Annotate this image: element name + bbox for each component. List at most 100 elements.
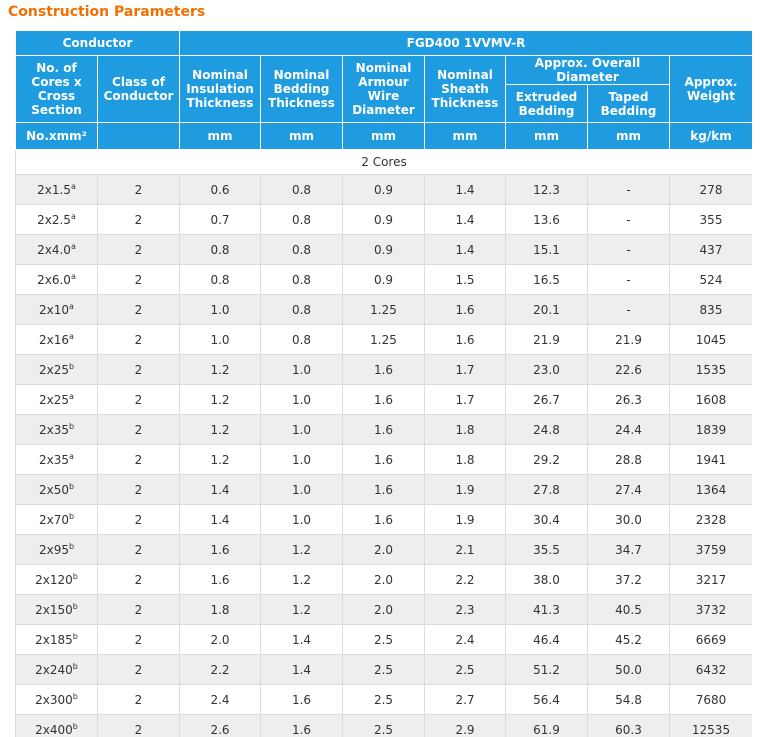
cell: 2 <box>97 564 180 595</box>
cell: 2.4 <box>424 624 506 655</box>
cell: 13.6 <box>505 204 588 235</box>
data-row: 2x1.5a 2 0.6 0.8 0.9 1.4 12.3-278 <box>15 174 752 205</box>
unit: No.xmm² <box>15 122 98 150</box>
cross-section: 2x70 <box>38 513 69 527</box>
cell: - <box>587 264 670 295</box>
cell: 2.7 <box>424 684 506 715</box>
cell: 50.0 <box>587 654 670 685</box>
cell: 0.8 <box>260 324 343 355</box>
cell: 3217 <box>669 564 752 595</box>
data-row: 2x95b 2 1.6 1.2 2.0 2.1 35.5 34.7 3759 <box>15 534 752 565</box>
data-row: 2x35a 2 1.2 1.0 1.6 1.8 29.2 28.8 1941 <box>15 444 752 475</box>
cell: - <box>587 174 670 205</box>
note-mark: a <box>69 302 74 311</box>
cell: 1.2 <box>179 414 261 445</box>
unit-empty <box>97 122 180 150</box>
cell: 0.9 <box>342 264 425 295</box>
cell: 1.6 <box>260 714 343 737</box>
unit: kg/km <box>669 122 752 150</box>
sub-header: Extruded Bedding <box>505 84 588 123</box>
cell: 2.1 <box>424 534 506 565</box>
cell: 1.6 <box>179 534 261 565</box>
note-mark: a <box>69 392 74 401</box>
cell: 2 <box>97 534 180 565</box>
cell: 278 <box>669 174 752 205</box>
note-mark: b <box>72 632 78 641</box>
cell: 1.6 <box>424 324 506 355</box>
cell: 2 <box>97 414 180 445</box>
cell: 6432 <box>669 654 752 685</box>
note-mark: a <box>70 242 76 251</box>
cell: 1.4 <box>424 174 506 205</box>
cell: 1.6 <box>179 564 261 595</box>
cell: 41.3 <box>505 594 588 625</box>
cross-section: 2x120 <box>35 573 73 587</box>
unit: mm <box>505 122 588 150</box>
cell: 2x1.5a <box>15 174 98 205</box>
cell: 26.7 <box>505 384 588 415</box>
note-mark: a <box>70 212 76 221</box>
cell: 34.7 <box>587 534 670 565</box>
cell: 2 <box>97 654 180 685</box>
cell: 437 <box>669 234 752 265</box>
data-row: 2x16a 2 1.0 0.8 1.25 1.6 21.9 21.9 1045 <box>15 324 752 355</box>
cross-section: 2x6.0 <box>37 273 71 287</box>
cell: 3732 <box>669 594 752 625</box>
cell: 45.2 <box>587 624 670 655</box>
cell: 0.8 <box>260 294 343 325</box>
cell: 2 <box>97 684 180 715</box>
cell: 20.1 <box>505 294 588 325</box>
cell: 1364 <box>669 474 752 505</box>
cell: 1.6 <box>424 294 506 325</box>
data-row: 2x120b 2 1.6 1.2 2.0 2.2 38.0 37.2 3217 <box>15 564 752 595</box>
cell: 2x6.0a <box>15 264 98 295</box>
cell: 1.0 <box>179 324 261 355</box>
table-wrap: Conductor FGD400 1VVMV-R No. of Cores x … <box>15 30 752 737</box>
cell: 1.7 <box>424 384 506 415</box>
data-row: 2x50b 2 1.4 1.0 1.6 1.9 27.8 27.4 1364 <box>15 474 752 505</box>
cell: 1941 <box>669 444 752 475</box>
note-mark: a <box>70 272 76 281</box>
column-header: Nominal Insulation Thickness <box>179 55 261 123</box>
cell: 28.8 <box>587 444 670 475</box>
cell: 2.3 <box>424 594 506 625</box>
cell: 355 <box>669 204 752 235</box>
cell: 0.8 <box>260 234 343 265</box>
cell: 2 <box>97 294 180 325</box>
cell: 2.5 <box>342 684 425 715</box>
cell: 1.4 <box>260 654 343 685</box>
cell: 1.6 <box>342 354 425 385</box>
cell: 24.4 <box>587 414 670 445</box>
cell: 2 <box>97 714 180 737</box>
cell: 0.8 <box>260 204 343 235</box>
data-row: 2x4.0a 2 0.8 0.8 0.9 1.4 15.1-437 <box>15 234 752 265</box>
cell: 2x35b <box>15 414 98 445</box>
cell: 1.0 <box>260 354 343 385</box>
cell: 2.0 <box>342 564 425 595</box>
cell: 30.0 <box>587 504 670 535</box>
table-body: 2 Cores 2x1.5a 2 0.6 0.8 0.9 1.4 12.3-278 2x2.5… <box>15 149 752 737</box>
cell: 2 <box>97 504 180 535</box>
cell: 2x25a <box>15 384 98 415</box>
cross-section: 2x300 <box>35 693 73 707</box>
column-header: Class of Conductor <box>97 55 180 123</box>
unit: mm <box>424 122 506 150</box>
cross-section: 2x16 <box>39 333 70 347</box>
cell: 2 <box>97 444 180 475</box>
cell: 2.5 <box>342 654 425 685</box>
note-mark: b <box>72 662 78 671</box>
group-header: Conductor <box>15 30 180 56</box>
cell: 2x185b <box>15 624 98 655</box>
cell: 0.8 <box>260 174 343 205</box>
cell: 1.4 <box>260 624 343 655</box>
cell: 2 <box>97 354 180 385</box>
cell: 2x240b <box>15 654 98 685</box>
cross-section: 2x240 <box>35 663 73 677</box>
cell: 2.0 <box>342 594 425 625</box>
section-row: 2 Cores <box>15 149 752 175</box>
cell: 24.8 <box>505 414 588 445</box>
cell: 2 <box>97 324 180 355</box>
note-mark: b <box>68 362 75 371</box>
cell: 2x70b <box>15 504 98 535</box>
